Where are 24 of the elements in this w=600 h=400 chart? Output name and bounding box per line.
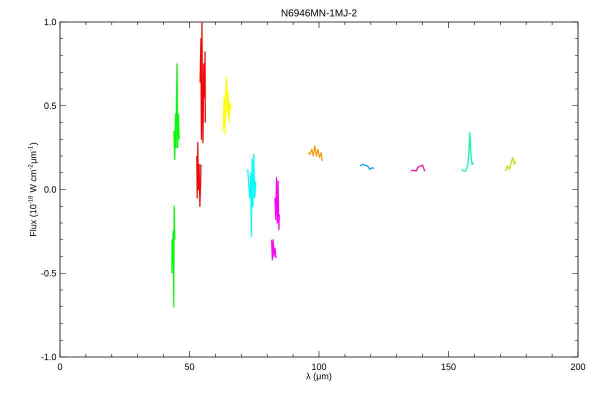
- y-axis-title: Flux (10$^{-18}$ W cm$^{-2}$μm$^{-1}$): [28, 142, 38, 236]
- x-tick-label: 200: [570, 364, 586, 370]
- x-tick-label: 50: [184, 364, 194, 370]
- line-series: [247, 154, 256, 237]
- line-series: [274, 177, 280, 230]
- line-series: [200, 22, 206, 144]
- line-series: [171, 206, 176, 308]
- line-series: [504, 157, 516, 172]
- line-series: [222, 76, 232, 135]
- line-series: [173, 63, 180, 160]
- y-tick-label: -0.5: [41, 270, 56, 276]
- y-tick-label: 0.0: [44, 186, 56, 193]
- y-tick-label: -1.0: [41, 354, 56, 360]
- line-series: [196, 142, 202, 207]
- x-tick-label: 0: [58, 364, 62, 370]
- line-series: [308, 145, 323, 162]
- y-tick-label: 0.5: [44, 102, 56, 109]
- x-axis-title: λ (μm): [306, 372, 332, 382]
- chart-title: N6946MN-1MJ-2: [282, 9, 357, 16]
- y-tick-label: 1.0: [44, 18, 56, 26]
- x-tick-label: 100: [312, 364, 326, 370]
- line-series: [271, 239, 277, 260]
- x-tick-label: 150: [442, 364, 456, 370]
- line-series: [460, 132, 474, 172]
